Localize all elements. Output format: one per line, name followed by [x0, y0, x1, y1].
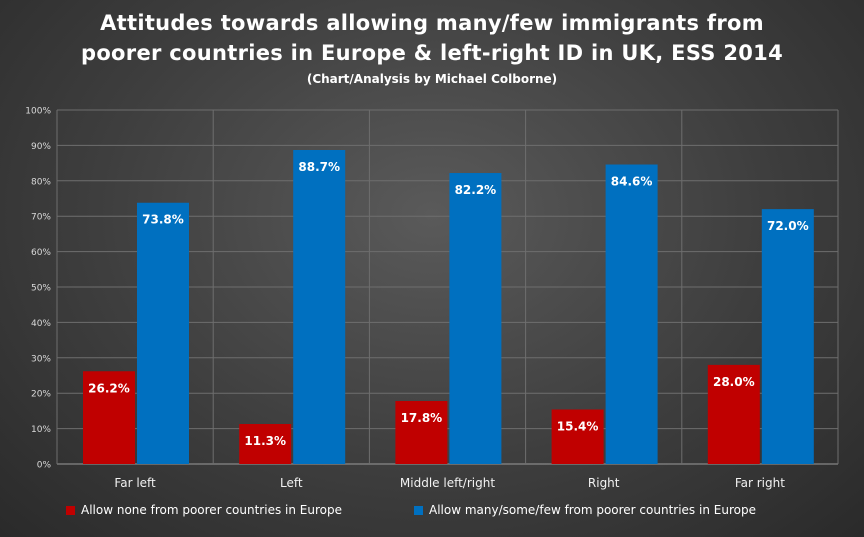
y-tick-label: 90%: [31, 142, 51, 152]
x-category-label: Far right: [735, 476, 785, 490]
data-label: 73.8%: [142, 213, 184, 227]
bar-allow-none: [83, 371, 135, 464]
x-category-label: Far left: [114, 476, 156, 490]
x-category-label: Right: [588, 476, 620, 490]
data-label: 26.2%: [88, 381, 130, 395]
y-tick-label: 30%: [31, 354, 51, 364]
legend-swatch-none: [66, 505, 75, 515]
chart-title-line-1: Attitudes towards allowing many/few immi…: [100, 11, 764, 35]
bar-allow-many: [761, 209, 814, 464]
bar-allow-many: [293, 150, 346, 464]
bar-allow-none: [239, 423, 292, 464]
bar-allow-none: [707, 364, 760, 464]
y-tick-label: 10%: [31, 425, 51, 435]
y-tick-label: 100%: [25, 107, 51, 117]
bar-allow-many: [605, 164, 658, 465]
bar-allow-none: [551, 409, 604, 464]
data-label: 28.0%: [713, 375, 755, 389]
bar-allow-many: [137, 202, 189, 465]
x-category-label: Middle left/right: [400, 476, 495, 490]
data-label: 15.4%: [557, 419, 599, 433]
legend-label-many: Allow many/some/few from poorer countrie…: [429, 503, 756, 517]
data-label: 72.0%: [767, 219, 809, 233]
bar-allow-none: [395, 400, 448, 464]
chart-title-line-2: poorer countries in Europe & left-right …: [81, 41, 783, 65]
y-tick-label: 0%: [37, 461, 52, 471]
y-tick-label: 60%: [31, 248, 51, 258]
x-category-label: Left: [280, 476, 303, 490]
chart-title-block: Attitudes towards allowing many/few immi…: [0, 8, 864, 89]
y-tick-label: 80%: [31, 177, 51, 187]
legend-swatch-many: [414, 505, 423, 515]
data-label: 88.7%: [298, 160, 340, 174]
legend-item-none: Allow none from poorer countries in Euro…: [66, 503, 342, 517]
data-label: 17.8%: [401, 411, 443, 425]
y-tick-label: 50%: [31, 284, 51, 294]
legend-label-none: Allow none from poorer countries in Euro…: [81, 503, 342, 517]
y-tick-label: 20%: [31, 390, 51, 400]
data-label: 82.2%: [455, 183, 497, 197]
y-tick-label: 40%: [31, 319, 51, 329]
y-tick-label: 70%: [31, 213, 51, 223]
bar-allow-many: [449, 173, 502, 464]
legend-item-many: Allow many/some/few from poorer countrie…: [414, 503, 756, 517]
chart-legend: Allow none from poorer countries in Euro…: [0, 503, 864, 521]
chart-subtitle: (Chart/Analysis by Michael Colborne): [306, 72, 558, 86]
data-label: 84.6%: [611, 175, 653, 189]
data-label: 11.3%: [244, 434, 286, 448]
